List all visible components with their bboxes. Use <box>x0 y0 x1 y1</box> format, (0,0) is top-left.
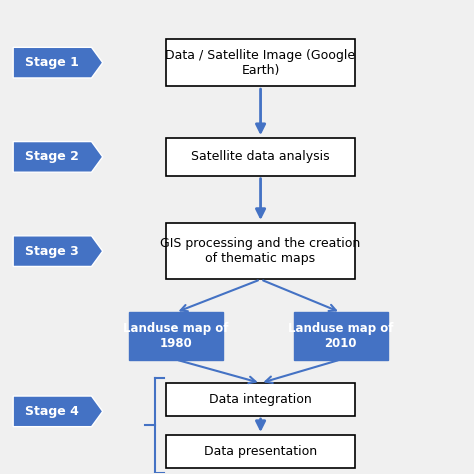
Polygon shape <box>13 396 103 427</box>
Text: Landuse map of
2010: Landuse map of 2010 <box>288 322 393 350</box>
Text: GIS processing and the creation
of thematic maps: GIS processing and the creation of thema… <box>160 237 361 265</box>
FancyBboxPatch shape <box>166 383 355 416</box>
Polygon shape <box>13 142 103 172</box>
FancyBboxPatch shape <box>166 39 355 86</box>
Text: Stage 1: Stage 1 <box>26 56 79 69</box>
FancyBboxPatch shape <box>166 435 355 468</box>
Text: Stage 2: Stage 2 <box>26 150 79 164</box>
Text: Satellite data analysis: Satellite data analysis <box>191 150 330 164</box>
FancyBboxPatch shape <box>293 312 388 359</box>
Text: Data / Satellite Image (Google
Earth): Data / Satellite Image (Google Earth) <box>165 49 356 77</box>
Polygon shape <box>13 47 103 78</box>
Text: Data integration: Data integration <box>209 393 312 406</box>
Polygon shape <box>13 236 103 266</box>
Text: Stage 4: Stage 4 <box>26 405 79 418</box>
FancyBboxPatch shape <box>166 138 355 176</box>
Text: Data presentation: Data presentation <box>204 445 317 458</box>
Text: Landuse map of
1980: Landuse map of 1980 <box>123 322 228 350</box>
FancyBboxPatch shape <box>128 312 223 359</box>
Text: Stage 3: Stage 3 <box>26 245 79 258</box>
FancyBboxPatch shape <box>166 223 355 279</box>
